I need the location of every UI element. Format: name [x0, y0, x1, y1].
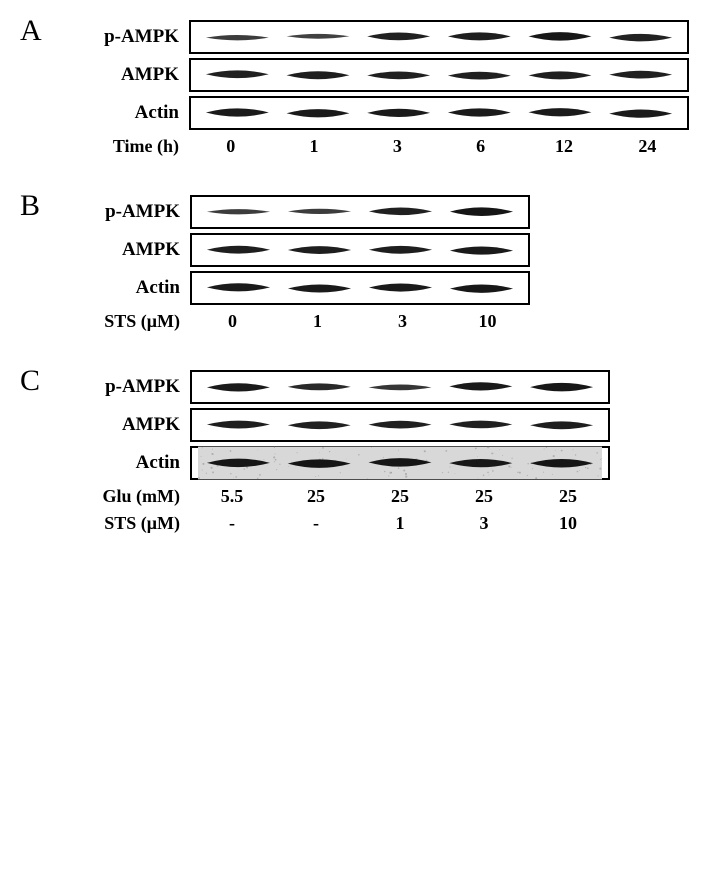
panel-c-row-actin: Actin — [80, 446, 689, 480]
panel-a-blots: p-AMPK AMPK Actin Time (h) 01361224 — [80, 20, 689, 157]
row-label: Actin — [80, 102, 189, 124]
axis-value: 1 — [272, 136, 355, 157]
blot-box — [189, 58, 689, 92]
panel-c-axis-sts: STS (μM) --1310 — [80, 513, 689, 534]
axis-label: STS (μM) — [80, 513, 190, 534]
axis-label: STS (μM) — [80, 311, 190, 332]
axis-value: - — [190, 513, 274, 534]
row-label: p-AMPK — [80, 376, 190, 398]
panel-a-row-actin: Actin — [80, 96, 689, 130]
blot-box — [190, 271, 530, 305]
panel-c: C p-AMPK AMPK Actin Glu (mM) 5.525252525… — [20, 370, 689, 534]
panel-a-axis-time: Time (h) 01361224 — [80, 136, 689, 157]
axis-value: 3 — [442, 513, 526, 534]
blot-box — [189, 96, 689, 130]
axis-label: Glu (mM) — [80, 486, 190, 507]
row-label: Actin — [80, 277, 190, 299]
row-label: p-AMPK — [80, 26, 189, 48]
blot-box — [189, 20, 689, 54]
panel-c-axis-glu: Glu (mM) 5.525252525 — [80, 486, 689, 507]
panel-c-blots: p-AMPK AMPK Actin Glu (mM) 5.525252525 S… — [80, 370, 689, 534]
axis-value: 25 — [358, 486, 442, 507]
row-label: AMPK — [80, 64, 189, 86]
panel-b-axis-sts: STS (μM) 01310 — [80, 311, 689, 332]
axis-value: 1 — [358, 513, 442, 534]
panel-c-row-pampk: p-AMPK — [80, 370, 689, 404]
panel-a-row-pampk: p-AMPK — [80, 20, 689, 54]
axis-value: 6 — [439, 136, 522, 157]
axis-values: 5.525252525 — [190, 486, 610, 507]
axis-value: 25 — [442, 486, 526, 507]
axis-value: 25 — [526, 486, 610, 507]
panel-b-blots: p-AMPK AMPK Actin STS (μM) 01310 — [80, 195, 689, 332]
panel-b-row-actin: Actin — [80, 271, 689, 305]
axis-value: 1 — [275, 311, 360, 332]
panel-c-letter: C — [20, 364, 40, 398]
axis-value: 3 — [356, 136, 439, 157]
panel-b-row-pampk: p-AMPK — [80, 195, 689, 229]
axis-value: 0 — [190, 311, 275, 332]
blot-box — [190, 195, 530, 229]
axis-value: 0 — [189, 136, 272, 157]
panel-c-row-ampk: AMPK — [80, 408, 689, 442]
axis-value: 10 — [445, 311, 530, 332]
axis-value: 5.5 — [190, 486, 274, 507]
panel-b-row-ampk: AMPK — [80, 233, 689, 267]
row-label: AMPK — [80, 414, 190, 436]
axis-value: 25 — [274, 486, 358, 507]
panel-b-letter: B — [20, 189, 40, 223]
panel-b: B p-AMPK AMPK Actin STS (μM) 01310 — [20, 195, 689, 332]
panel-a-row-ampk: AMPK — [80, 58, 689, 92]
blot-box — [190, 370, 610, 404]
row-label: AMPK — [80, 239, 190, 261]
axis-value: 12 — [522, 136, 605, 157]
blot-box — [190, 408, 610, 442]
panel-a: A p-AMPK AMPK Actin Time (h) 01361224 — [20, 20, 689, 157]
panel-a-letter: A — [20, 14, 42, 48]
axis-value: 24 — [606, 136, 689, 157]
axis-values: 01310 — [190, 311, 530, 332]
row-label: Actin — [80, 452, 190, 474]
axis-values: --1310 — [190, 513, 610, 534]
row-label: p-AMPK — [80, 201, 190, 223]
blot-box — [190, 233, 530, 267]
axis-values: 01361224 — [189, 136, 689, 157]
blot-box — [190, 446, 610, 480]
axis-value: 3 — [360, 311, 445, 332]
axis-value: 10 — [526, 513, 610, 534]
axis-label: Time (h) — [80, 136, 189, 157]
axis-value: - — [274, 513, 358, 534]
